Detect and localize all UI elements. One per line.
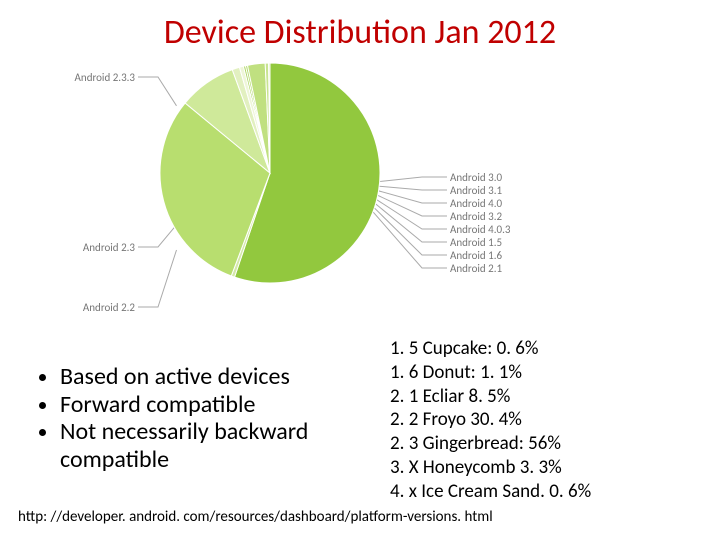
stat-line: 1. 6 Donut: 1. 1% (390, 361, 690, 385)
chart-area: Android 2.3.3 Android 2.3 Android 2.2 Andro… (0, 53, 720, 323)
stat-line: 2. 2 Froyo 30. 4% (390, 408, 690, 432)
chart-label: Android 2.1 (450, 262, 502, 275)
stat-line: 3. X Honeycomb 3. 3% (390, 456, 690, 480)
bullet-item: Based on active devices (60, 363, 390, 391)
chart-label: Android 1.5 (450, 236, 502, 249)
chart-label: Android 2.3.3 (75, 71, 135, 84)
stats-list: 1. 5 Cupcake: 0. 6%1. 6 Donut: 1. 1%2. 1… (390, 333, 690, 503)
stat-line: 2. 3 Gingerbread: 56% (390, 432, 690, 456)
stat-line: 1. 5 Cupcake: 0. 6% (390, 337, 690, 361)
chart-label: Android 2.2 (83, 301, 135, 314)
bullet-item: Forward compatible (60, 391, 390, 419)
chart-label: Android 4.0.3 (450, 223, 510, 236)
stat-line: 4. x Ice Cream Sand. 0. 6% (390, 480, 690, 504)
chart-label: Android 2.3 (83, 241, 135, 254)
footer-url: http: //developer. android. com/resource… (18, 508, 493, 526)
bullet-item: Not necessarily backward compatible (60, 418, 390, 473)
chart-label: Android 4.0 (450, 197, 502, 210)
page-title: Device Distribution Jan 2012 (0, 0, 720, 53)
chart-label: Android 1.6 (450, 249, 502, 262)
bullet-list: Based on active devicesForward compatibl… (30, 333, 390, 503)
chart-label: Android 3.0 (450, 171, 502, 184)
chart-label: Android 3.1 (450, 184, 502, 197)
lower-section: Based on active devicesForward compatibl… (0, 323, 720, 503)
pie-chart (150, 53, 390, 298)
stat-line: 2. 1 Ecliar 8. 5% (390, 385, 690, 409)
chart-label: Android 3.2 (450, 210, 502, 223)
